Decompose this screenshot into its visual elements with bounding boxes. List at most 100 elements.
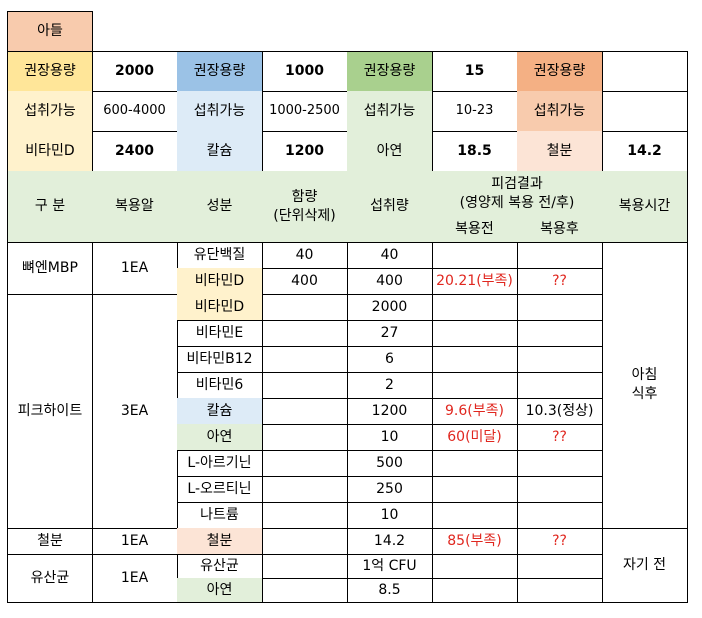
row-intake: 1200	[347, 398, 433, 425]
row-before	[432, 502, 518, 529]
row-ingredient: 비타민B12	[177, 346, 263, 373]
group-pill: 1EA	[92, 242, 178, 295]
header-test-result: 피검결과 (영양제 복용 전/후)	[432, 171, 603, 217]
row-intake: 2	[347, 372, 433, 399]
row-ingredient: 아연	[177, 424, 263, 451]
recommended-label-vitd: 권장용량	[7, 51, 93, 92]
row-ingredient: 비타민D	[177, 268, 263, 295]
row-intake: 400	[347, 268, 433, 295]
row-after: 10.3(정상)	[517, 398, 603, 425]
row-before	[432, 476, 518, 503]
group-name: 뼈엔MBP	[7, 242, 93, 295]
row-intake: 250	[347, 476, 433, 503]
row-intake: 8.5	[347, 578, 433, 603]
recommended-value-iron	[602, 51, 688, 92]
row-intake: 500	[347, 450, 433, 477]
row-after	[517, 346, 603, 373]
row-after: ??	[517, 268, 603, 295]
group-name: 피크하이트	[7, 294, 93, 529]
row-before	[432, 372, 518, 399]
row-content	[262, 476, 348, 503]
allowable-value-vitd: 600-4000	[92, 91, 178, 132]
allowable-value-calcium: 1000-2500	[262, 91, 348, 132]
row-ingredient: 아연	[177, 578, 263, 603]
row-content	[262, 320, 348, 347]
allowable-value-iron	[602, 91, 688, 132]
time-bedtime: 자기 전	[602, 528, 688, 603]
row-content	[262, 554, 348, 579]
row-content	[262, 502, 348, 529]
row-ingredient: 유단백질	[177, 242, 263, 269]
row-content	[262, 372, 348, 399]
recommended-value-calcium: 1000	[262, 51, 348, 92]
row-ingredient: 철분	[177, 528, 263, 555]
row-intake: 14.2	[347, 528, 433, 555]
group-pill: 1EA	[92, 554, 178, 603]
row-intake: 40	[347, 242, 433, 269]
row-ingredient: 칼슘	[177, 398, 263, 425]
group-name: 철분	[7, 528, 93, 555]
row-before: 20.21(부족)	[432, 268, 518, 295]
row-intake: 2000	[347, 294, 433, 321]
allowable-label-zinc: 섭취가능	[347, 91, 433, 132]
group-name: 유산균	[7, 554, 93, 603]
row-after: ??	[517, 528, 603, 555]
nutrient-label-zinc: 아연	[347, 131, 433, 172]
row-after	[517, 476, 603, 503]
row-before	[432, 320, 518, 347]
recommended-value-zinc: 15	[432, 51, 518, 92]
row-intake: 10	[347, 502, 433, 529]
row-content: 400	[262, 268, 348, 295]
recommended-label-iron: 권장용량	[517, 51, 603, 92]
header-category: 구 분	[7, 171, 93, 243]
row-content	[262, 528, 348, 555]
nutrient-total-calcium: 1200	[262, 131, 348, 172]
header-time: 복용시간	[602, 171, 688, 243]
recommended-label-calcium: 권장용량	[177, 51, 263, 92]
row-content	[262, 450, 348, 477]
row-after	[517, 450, 603, 477]
row-ingredient: L-아르기닌	[177, 450, 263, 477]
row-content	[262, 346, 348, 373]
row-before	[432, 346, 518, 373]
row-after	[517, 242, 603, 269]
row-intake: 10	[347, 424, 433, 451]
row-after	[517, 554, 603, 579]
nutrient-total-iron: 14.2	[602, 131, 688, 172]
row-ingredient: 비타민6	[177, 372, 263, 399]
header-intake: 섭취량	[347, 171, 433, 243]
nutrient-total-vitd: 2400	[92, 131, 178, 172]
row-content	[262, 578, 348, 603]
row-before	[432, 294, 518, 321]
row-before	[432, 242, 518, 269]
header-content: 함량 (단위삭제)	[262, 171, 348, 243]
time-morning: 아침 식후	[602, 242, 688, 529]
row-content	[262, 294, 348, 321]
allowable-label-iron: 섭취가능	[517, 91, 603, 132]
row-after	[517, 320, 603, 347]
row-after	[517, 578, 603, 603]
row-ingredient: L-오르티닌	[177, 476, 263, 503]
allowable-label-calcium: 섭취가능	[177, 91, 263, 132]
row-ingredient: 유산균	[177, 554, 263, 579]
row-ingredient: 비타민D	[177, 294, 263, 321]
header-before: 복용전	[432, 216, 518, 243]
nutrient-label-calcium: 칼슘	[177, 131, 263, 172]
nutrient-label-iron: 철분	[517, 131, 603, 172]
row-before: 85(부족)	[432, 528, 518, 555]
row-before: 60(미달)	[432, 424, 518, 451]
row-after	[517, 502, 603, 529]
group-pill: 3EA	[92, 294, 178, 529]
row-before	[432, 554, 518, 579]
row-after	[517, 294, 603, 321]
header-ingredient: 성분	[177, 171, 263, 243]
row-intake: 6	[347, 346, 433, 373]
header-pill: 복용알	[92, 171, 178, 243]
row-content	[262, 424, 348, 451]
row-before	[432, 450, 518, 477]
recommended-label-zinc: 권장용량	[347, 51, 433, 92]
row-before	[432, 578, 518, 603]
row-ingredient: 비타민E	[177, 320, 263, 347]
allowable-label-vitd: 섭취가능	[7, 91, 93, 132]
title-cell: 아들	[7, 11, 93, 52]
